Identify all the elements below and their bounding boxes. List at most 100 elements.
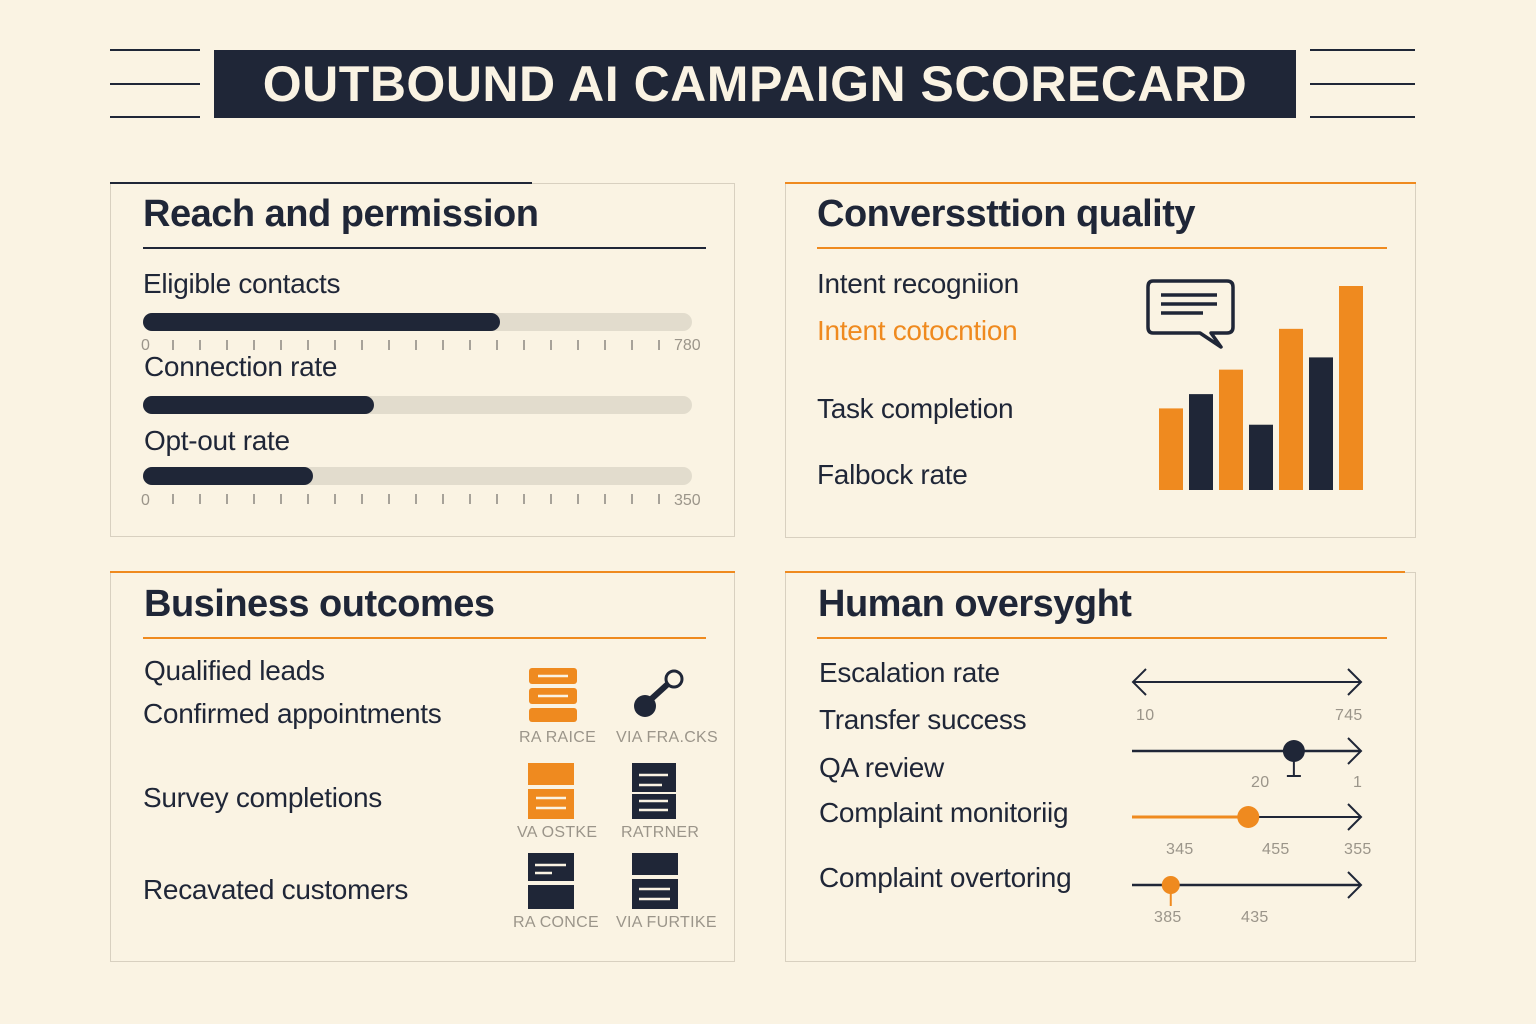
card-icon: [528, 853, 574, 909]
scale-tick: [496, 340, 498, 350]
scale-tick: [334, 340, 336, 350]
scale-max-bottom: 350: [674, 492, 701, 509]
eligible-contacts-bar: [143, 313, 692, 331]
scale-tick: [307, 340, 309, 350]
quality-bar-5: [1279, 328, 1303, 490]
scale-tick: [631, 340, 633, 350]
reach-panel-accent: [110, 182, 532, 184]
chat-bubble-icon: [1146, 279, 1235, 349]
transfer-slider-right-label: 1: [1353, 774, 1363, 791]
slider2-label-1: 345: [1166, 841, 1194, 858]
scale-tick: [388, 494, 390, 504]
scale-tick: [577, 340, 579, 350]
slider3-label-2: 435: [1241, 909, 1269, 926]
title-rule-right-2: [1310, 83, 1415, 85]
link-icon-caption: VIA FRA.CKS: [616, 729, 718, 746]
scale-tick: [523, 340, 525, 350]
scale-tick: [658, 340, 660, 350]
title-rule-left-2: [110, 83, 200, 85]
scale-tick: [469, 340, 471, 350]
range-double-arrow: [1131, 668, 1363, 696]
scale-tick: [226, 340, 228, 350]
intent-detection-label: Intent cotocntion: [817, 315, 1018, 346]
reach-panel-title: Reach and permission: [143, 193, 539, 235]
eligible-contacts-label: Eligible contacts: [143, 268, 341, 299]
scale-tick: [496, 494, 498, 504]
range-min-label: 10: [1136, 707, 1155, 724]
scale-tick: [550, 340, 552, 350]
list-icon-caption: VIA FURTIKE: [616, 914, 717, 931]
transfer-slider-handle[interactable]: [1282, 740, 1305, 777]
quality-title-rule: [817, 247, 1387, 249]
transfer-success-label: Transfer success: [819, 704, 1027, 735]
list-icon: [632, 853, 678, 909]
complaint-overtoring-slider[interactable]: [1130, 868, 1366, 914]
title-rule-left-1: [110, 49, 200, 51]
scale-tick: [415, 340, 417, 350]
connection-rate-fill: [143, 396, 374, 414]
scale-tick: [226, 494, 228, 504]
quality-bar-1: [1159, 408, 1183, 490]
oversight-panel-accent: [785, 571, 1405, 573]
quality-bar-2: [1189, 394, 1213, 490]
quality-panel-title: Converssttion quality: [817, 193, 1196, 235]
slider2-label-3: 355: [1344, 841, 1372, 858]
scale-min-top: 0: [141, 337, 150, 354]
title-rule-left-3: [110, 116, 200, 118]
scale-max-top: 780: [674, 337, 701, 354]
scale-tick: [253, 340, 255, 350]
scale-tick: [199, 340, 201, 350]
scale-tick: [199, 494, 201, 504]
scale-tick: [658, 494, 660, 504]
card-icon-caption: RA CONCE: [513, 914, 599, 931]
scale-tick: [523, 494, 525, 504]
slider2-label-2: 455: [1262, 841, 1290, 858]
scale-tick: [577, 494, 579, 504]
scale-tick: [604, 340, 606, 350]
reach-title-rule: [143, 247, 706, 249]
quality-bar-3: [1219, 369, 1243, 490]
complaint-monitoring-slider-handle[interactable]: [1237, 806, 1260, 828]
intent-recognition-label: Intent recogniion: [817, 268, 1019, 299]
scale-tick: [469, 494, 471, 504]
title-rule-right-3: [1310, 116, 1415, 118]
scale-tick: [388, 340, 390, 350]
confirmed-appointments-label: Confirmed appointments: [143, 698, 442, 729]
survey-completions-label: Survey completions: [143, 782, 382, 813]
outcomes-title-rule: [143, 637, 706, 639]
slider3-label-1: 385: [1154, 909, 1182, 926]
connection-rate-label: Connection rate: [144, 351, 338, 382]
scale-tick: [442, 340, 444, 350]
eligible-contacts-fill: [143, 313, 500, 331]
scale-tick: [415, 494, 417, 504]
outcomes-panel-accent: [110, 571, 735, 573]
oversight-title-rule: [817, 637, 1387, 639]
scale-tick: [361, 340, 363, 350]
scale-tick: [172, 494, 174, 504]
connection-rate-bar: [143, 396, 692, 414]
quality-bar-4: [1249, 424, 1273, 490]
transfer-slider[interactable]: [1130, 734, 1366, 780]
scale-tick: [280, 494, 282, 504]
title-rule-right-1: [1310, 49, 1415, 51]
scale-min-bottom: 0: [141, 492, 150, 509]
range-max-label: 745: [1335, 707, 1363, 724]
complaint-overtoring-slider-handle[interactable]: [1161, 876, 1180, 906]
form-icon-caption: VA OSTKE: [517, 824, 598, 841]
qualified-leads-label: Qualified leads: [144, 655, 325, 686]
scale-tick: [631, 494, 633, 504]
scale-tick: [253, 494, 255, 504]
opt-out-rate-label: Opt-out rate: [144, 425, 290, 456]
quality-bar-6: [1309, 357, 1333, 490]
scale-tick: [550, 494, 552, 504]
opt-out-rate-bar: [143, 467, 692, 485]
reactivated-customers-label: Recavated customers: [143, 874, 409, 905]
complaint-monitoring-label: Complaint monitoriig: [819, 797, 1069, 828]
scale-tick: [172, 340, 174, 350]
complaint-monitoring-slider[interactable]: [1130, 800, 1366, 834]
scale-tick: [307, 494, 309, 504]
opt-out-rate-fill: [143, 467, 314, 485]
transfer-slider-value: 20: [1251, 774, 1270, 791]
document-icon: [632, 763, 676, 819]
quality-bar-chart: [1159, 286, 1363, 490]
